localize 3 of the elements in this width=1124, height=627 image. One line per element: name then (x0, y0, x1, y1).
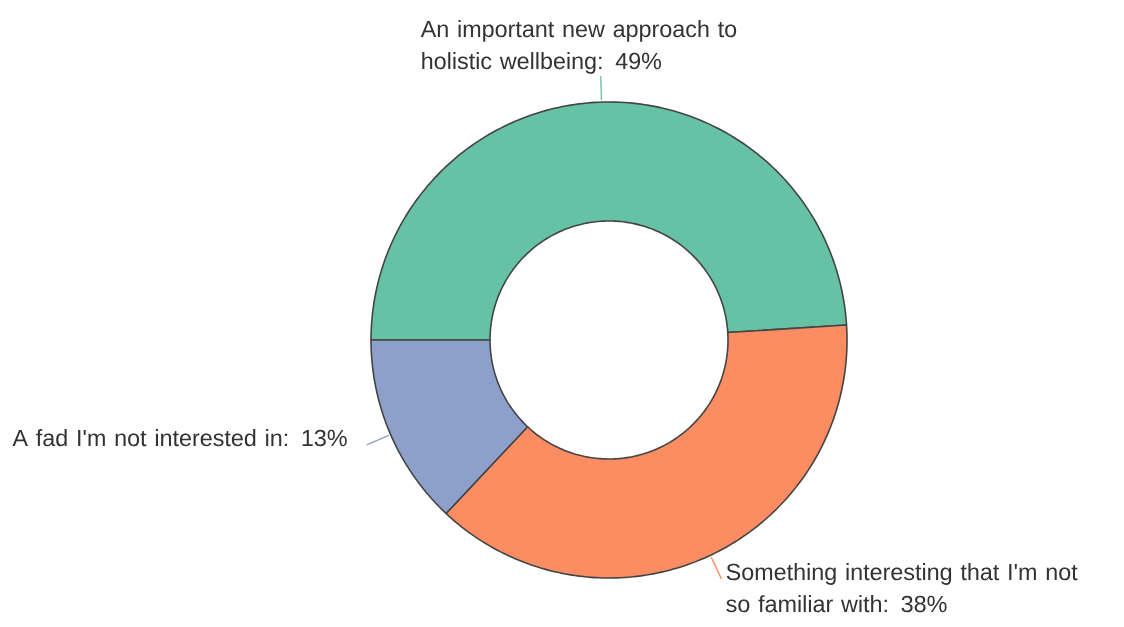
slice-label: A fad I'm not interested in: 13% (12, 429, 347, 447)
slice-label: Something interesting that I'm not so familiar with: 38% (726, 563, 1078, 613)
slice-label: An important new approach to holistic wellbeing: 49% (420, 20, 737, 74)
